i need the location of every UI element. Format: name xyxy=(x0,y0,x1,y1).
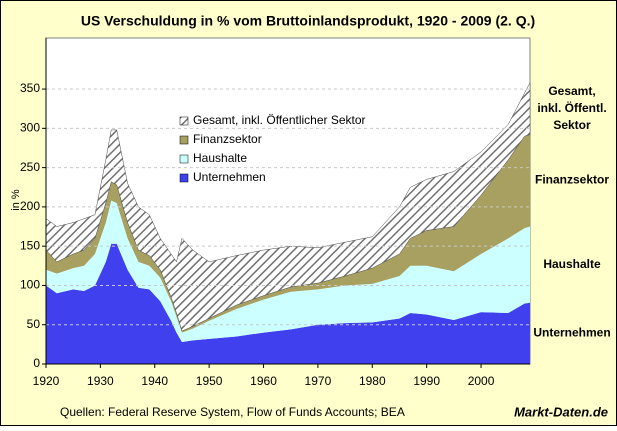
x-tick-label: 1920 xyxy=(33,374,60,388)
brand: Markt-Daten.de xyxy=(514,404,608,419)
x-tick-label: 2000 xyxy=(468,374,495,388)
x-tick-label: 1950 xyxy=(196,374,223,388)
area xyxy=(46,200,530,343)
x-tick-label: 1980 xyxy=(359,374,386,388)
y-tick-label: 150 xyxy=(20,238,40,252)
right-label: Finanzsektor xyxy=(535,173,609,187)
legend-swatch xyxy=(179,154,189,164)
source: Quellen: Federal Reserve System, Flow of… xyxy=(60,405,405,419)
right-label: Unternehmen xyxy=(533,326,610,340)
y-tick-label: 100 xyxy=(20,278,40,292)
legend-label: Gesamt, inkl. Öffentlicher Sektor xyxy=(193,113,366,127)
area xyxy=(45,82,531,332)
x-tick-label: 1970 xyxy=(305,374,332,388)
legend-label: Finanzsektor xyxy=(193,132,262,146)
chart-title: US Verschuldung in % vom Bruttoinlandspr… xyxy=(81,13,535,29)
legend-swatch xyxy=(179,135,189,145)
y-tick-label: 0 xyxy=(33,356,40,370)
right-label: Haushalte xyxy=(543,257,601,271)
x-tick-label: 1990 xyxy=(413,374,440,388)
area xyxy=(46,134,530,333)
x-tick-label: 1960 xyxy=(250,374,277,388)
right-label: Gesamt, xyxy=(548,84,595,98)
y-tick-label: 50 xyxy=(27,317,41,331)
right-label: inkl. Öffentl. xyxy=(537,100,606,115)
x-tick-label: 1940 xyxy=(141,374,168,388)
y-tick-label: 250 xyxy=(20,160,40,174)
y-tick-label: 200 xyxy=(20,199,40,213)
legend-swatch xyxy=(179,116,189,126)
y-tick-label: 300 xyxy=(20,121,40,135)
legend-label: Haushalte xyxy=(193,151,247,165)
y-tick-label: 350 xyxy=(20,81,40,95)
x-tick-label: 1930 xyxy=(87,374,114,388)
area xyxy=(46,243,530,364)
legend-swatch xyxy=(179,173,189,183)
right-label: Sektor xyxy=(553,118,591,132)
y-axis-label: in % xyxy=(10,189,22,211)
legend-label: Unternehmen xyxy=(193,170,266,184)
